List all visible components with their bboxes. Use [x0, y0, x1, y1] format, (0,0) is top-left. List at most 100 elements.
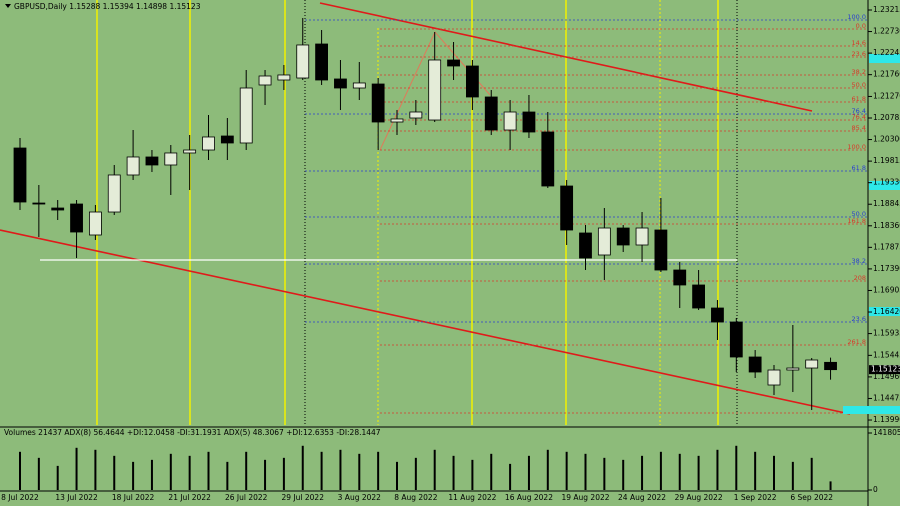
- fib-label: 61.8: [852, 95, 866, 103]
- candle-body: [729, 321, 743, 358]
- y-tick-label: 141805: [873, 428, 900, 437]
- x-tick-label: 29 Jul 2022: [282, 493, 325, 502]
- chart-title: GBPUSD,Daily 1.15288 1.15394 1.14898 1.1…: [14, 2, 201, 11]
- y-tick-label: 1.19815: [873, 156, 900, 165]
- candle-body: [767, 369, 781, 386]
- candle-body: [541, 131, 555, 187]
- y-tick-label: 1.15935: [873, 329, 900, 338]
- fib-label: 23.6: [852, 315, 866, 323]
- x-tick-label: 29 Aug 2022: [675, 493, 723, 502]
- y-tick-label: 1.21270: [873, 91, 900, 100]
- axis-marker: [869, 54, 900, 63]
- candle-body: [13, 147, 27, 203]
- y-tick-label: 0: [873, 485, 878, 494]
- candle-body: [635, 227, 649, 246]
- fib-label: 23.6: [852, 50, 866, 58]
- y-tick-label: 1.22730: [873, 27, 900, 36]
- candle-body: [126, 156, 140, 176]
- y-tick-label: 1.18845: [873, 199, 900, 208]
- fib-label: 85.4: [852, 124, 866, 132]
- candle-body: [352, 82, 366, 89]
- candle-body: [202, 136, 215, 151]
- fib-label: 14.6: [852, 39, 866, 47]
- candle-body: [824, 361, 837, 371]
- x-tick-label: 8 Aug 2022: [394, 493, 437, 502]
- y-tick-label: 1.15445: [873, 350, 900, 359]
- fib-label: 76.4: [852, 107, 866, 115]
- fib-levels: 100.00.014.623.638.250.061.876.476.485.4…: [305, 13, 868, 414]
- x-tick-label: 1 Sep 2022: [734, 493, 777, 502]
- y-tick-label: 1.13990: [873, 415, 900, 424]
- y-tick-label: 1.20300: [873, 135, 900, 144]
- candle-body: [597, 227, 611, 256]
- candle-body: [786, 367, 800, 371]
- candle-body: [277, 74, 291, 81]
- candle-body: [296, 44, 310, 79]
- y-tick-label: 1.18360: [873, 221, 900, 230]
- y-tick-label: 1.19330: [873, 178, 900, 187]
- candle-body: [371, 83, 385, 123]
- candle-body: [673, 269, 687, 286]
- y-tick-label: 1.23215: [873, 5, 900, 14]
- fib-label: 261.8: [847, 338, 866, 346]
- fib-label: 208: [854, 274, 866, 282]
- candle-body: [616, 227, 630, 246]
- y-tick-label: 1.14475: [873, 393, 900, 402]
- fib-label: 38.2: [852, 257, 866, 265]
- fib-label: 50.0: [852, 210, 866, 218]
- x-tick-label: 16 Aug 2022: [505, 493, 553, 502]
- indicator-title: Volumes 21437 ADX(8) 56.4644 +DI:12.0458…: [4, 428, 381, 437]
- candle-body: [484, 96, 498, 131]
- candle-body: [183, 149, 197, 154]
- y-tick-label: 1.17390: [873, 264, 900, 273]
- x-tick-label: 13 Jul 2022: [55, 493, 98, 502]
- candle-body: [503, 111, 517, 131]
- candle-body: [428, 59, 442, 121]
- x-tick-label: 26 Jul 2022: [225, 493, 268, 502]
- x-tick-label: 11 Aug 2022: [448, 493, 496, 502]
- x-tick-label: 6 Sep 2022: [790, 493, 833, 502]
- plot: [13, 18, 837, 490]
- x-tick-label: 24 Aug 2022: [618, 493, 666, 502]
- fib-label: 0.0: [856, 22, 866, 30]
- candle-body: [579, 232, 592, 259]
- candle-body: [315, 43, 329, 81]
- x-tick-label: 19 Aug 2022: [561, 493, 609, 502]
- candle-body: [32, 202, 46, 205]
- y-tick-label: 1.20785: [873, 113, 900, 122]
- y-tick-label: 1.21760: [873, 70, 900, 79]
- candle-body: [258, 75, 272, 86]
- candle-body: [447, 59, 460, 67]
- price-box: [869, 365, 900, 375]
- x-tick-label: 21 Jul 2022: [168, 493, 211, 502]
- x-tick-label: 18 Jul 2022: [112, 493, 155, 502]
- fib-label: 38.2: [852, 68, 866, 76]
- candle-body: [107, 174, 121, 213]
- candle-body: [51, 207, 65, 211]
- fib-label: 100.0: [847, 143, 866, 151]
- y-tick-label: 1.14960: [873, 372, 900, 381]
- fib-label: 61.8: [852, 164, 866, 172]
- candle-body: [748, 356, 762, 373]
- x-tick-label: 3 Aug 2022: [338, 493, 381, 502]
- axis-marker: [869, 181, 900, 190]
- x-tick-label: 8 Jul 2022: [1, 493, 39, 502]
- candle-body: [560, 185, 574, 231]
- candle-body: [692, 284, 705, 309]
- candle-body: [145, 156, 159, 166]
- candle-body: [164, 152, 178, 166]
- candle-body: [334, 78, 347, 89]
- y-tick-label: 1.17875: [873, 242, 900, 251]
- candle-body: [70, 203, 83, 233]
- candle-body: [239, 87, 253, 144]
- axis-marker: [869, 307, 900, 316]
- price-label: 1.15123: [871, 365, 900, 374]
- candle-body: [409, 111, 423, 119]
- fib-label: 161.8: [847, 217, 866, 225]
- fib-label: 100.0: [847, 13, 866, 21]
- candle-body: [522, 111, 536, 133]
- title-icon: [5, 4, 11, 8]
